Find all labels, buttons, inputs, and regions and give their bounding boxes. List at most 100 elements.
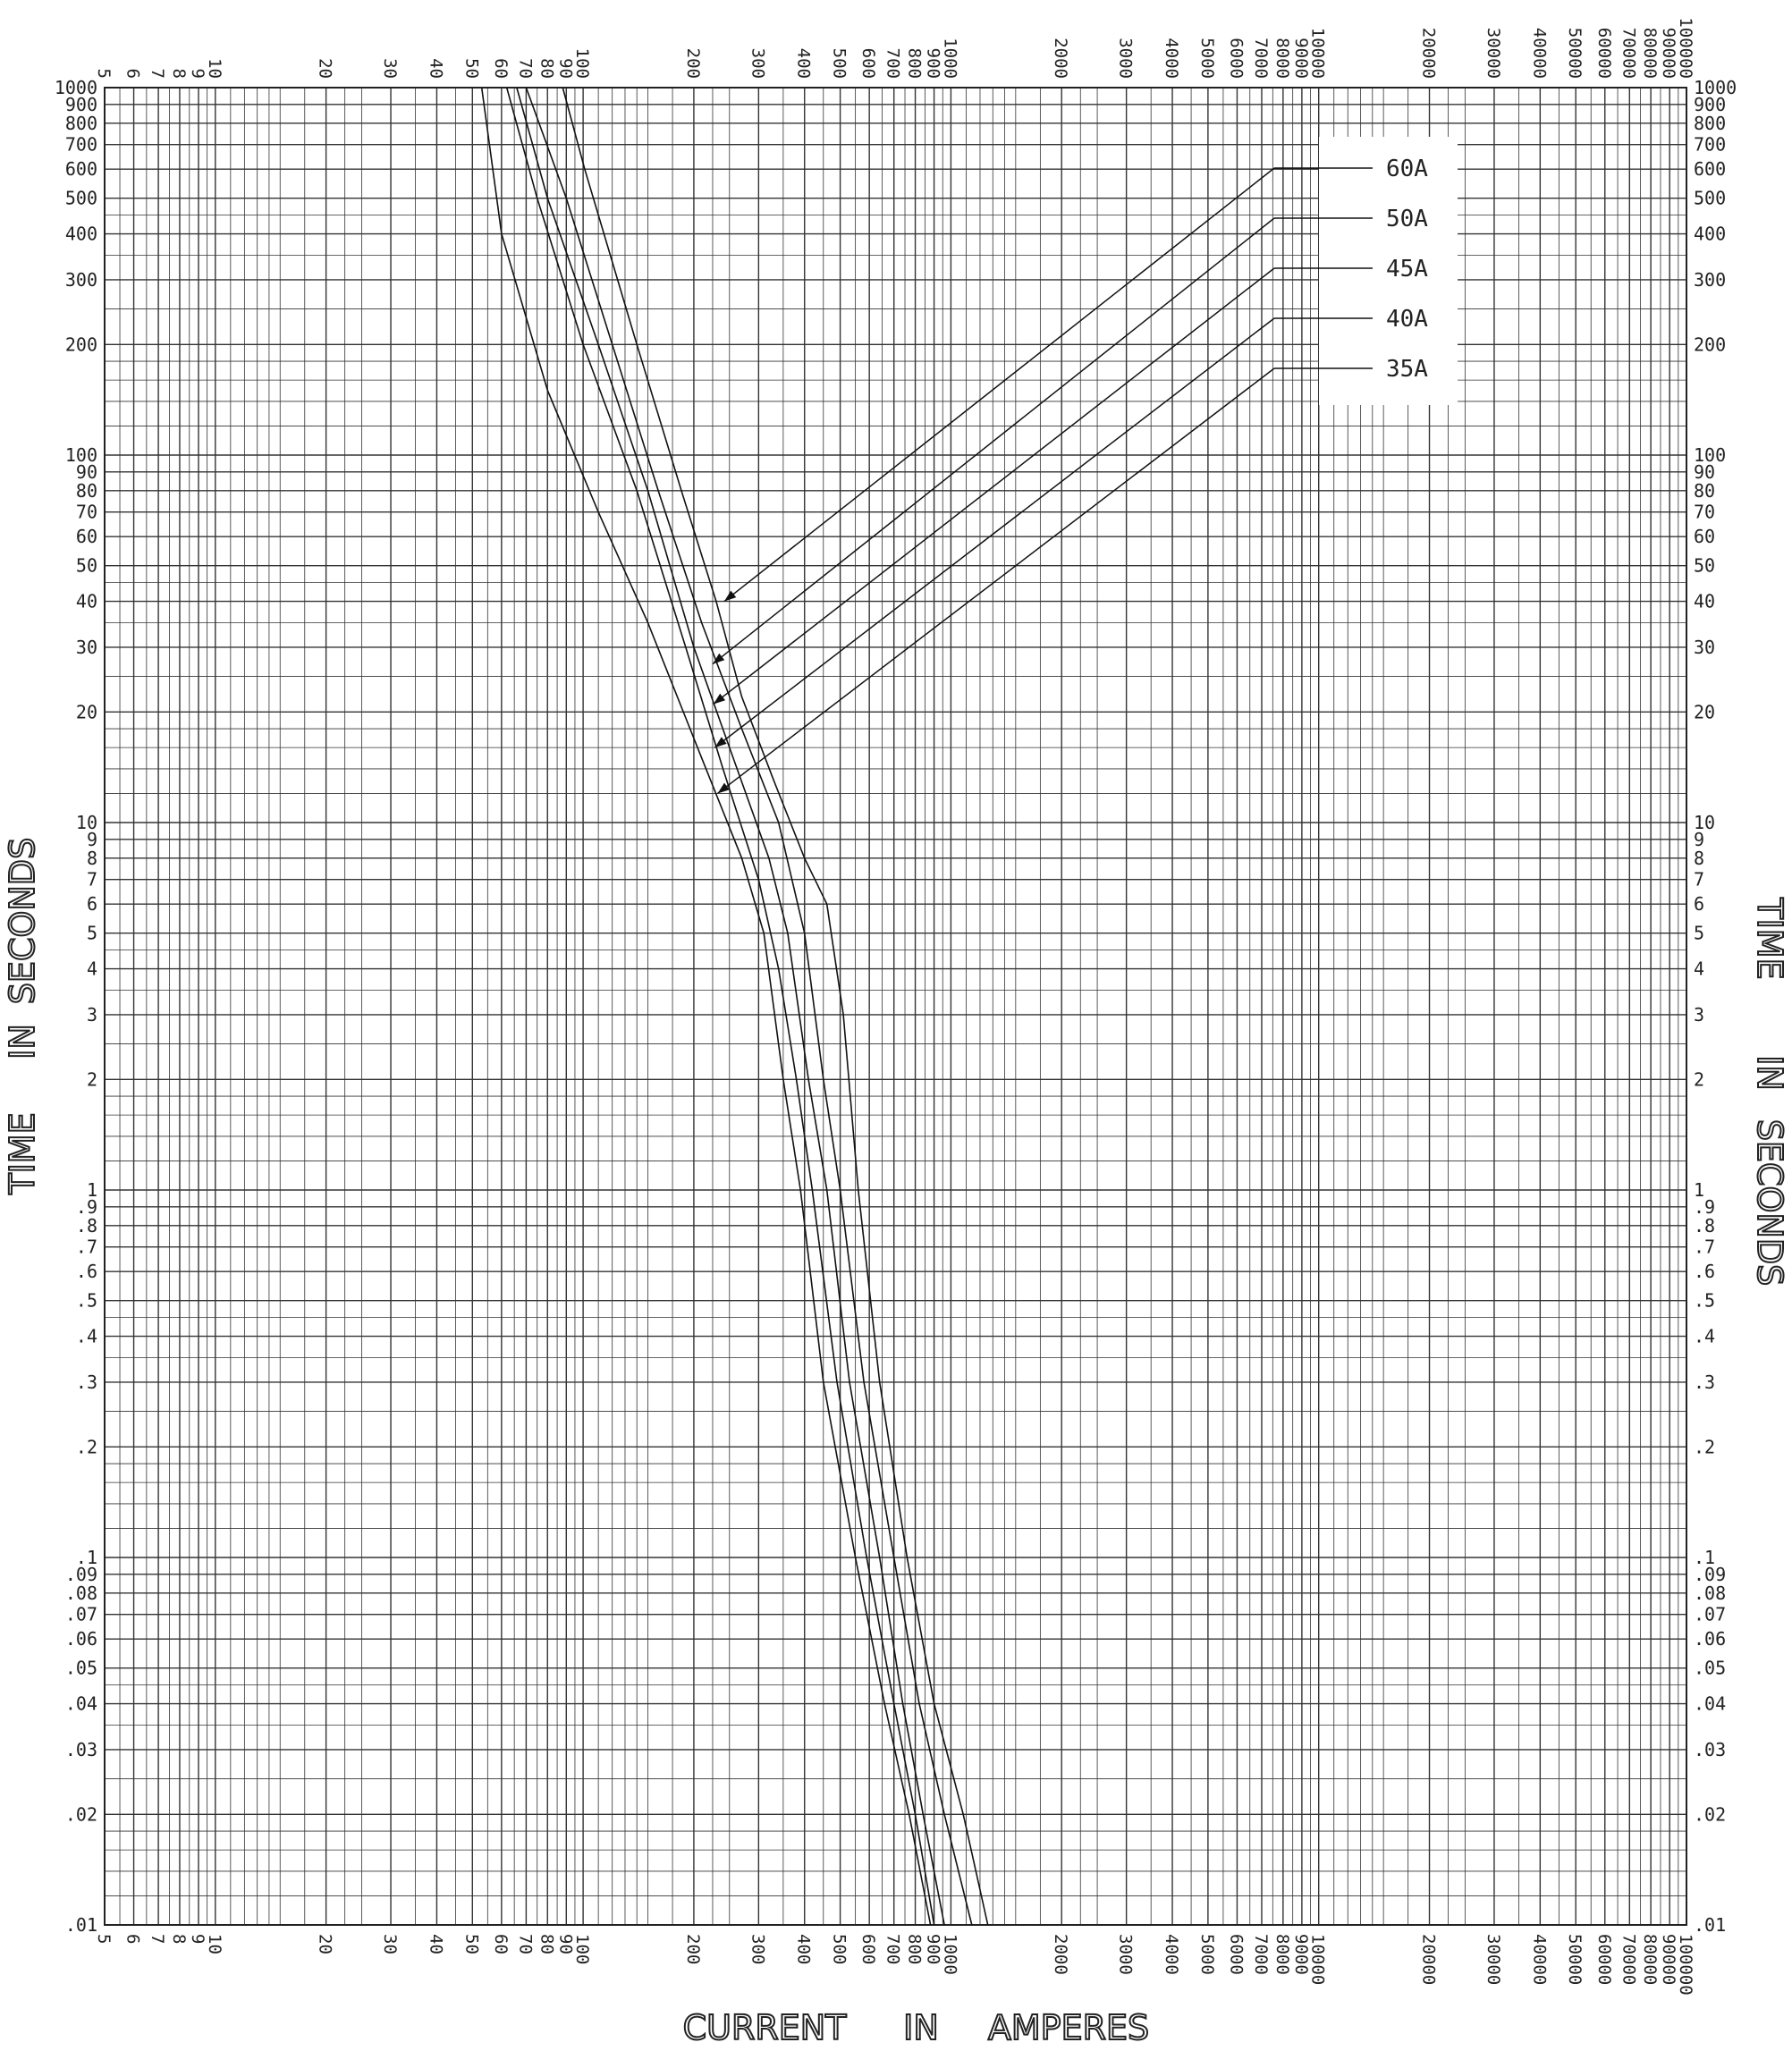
- y-tick-label-right: .09: [1694, 1564, 1726, 1585]
- x-tick-label-top: 9000: [1291, 38, 1311, 79]
- y-axis-title-left-word: IN: [3, 1024, 42, 1059]
- y-tick-label-right: .7: [1694, 1237, 1715, 1258]
- x-tick-label-bottom: 300: [748, 1934, 767, 1964]
- x-tick-label-top: 80000: [1640, 28, 1660, 79]
- y-tick-label-left: .09: [65, 1564, 97, 1585]
- plot-frame: [104, 87, 1687, 1926]
- y-tick-label-left: 1000: [55, 77, 97, 98]
- x-tick-label-bottom: 2000: [1051, 1934, 1070, 1975]
- y-tick-label-right: .02: [1694, 1803, 1726, 1825]
- callout-arrowhead: [712, 653, 725, 664]
- curve-40a: [505, 87, 935, 1926]
- x-tick-label-bottom: 80: [537, 1934, 556, 1954]
- x-tick-label-top: 500: [830, 48, 850, 79]
- y-tick-label-left: 100: [65, 444, 97, 466]
- y-tick-label-right: 400: [1694, 224, 1726, 245]
- y-tick-label-right: 1: [1694, 1179, 1704, 1201]
- y-tick-label-left: .4: [76, 1326, 97, 1347]
- y-tick-label-right: 9: [1694, 829, 1704, 850]
- x-tick-label-bottom: 30000: [1483, 1934, 1503, 1985]
- y-tick-label-left: 2: [87, 1068, 97, 1090]
- y-tick-label-right: 700: [1694, 134, 1726, 156]
- y-tick-label-left: .3: [76, 1372, 97, 1393]
- y-tick-label-right: 7: [1694, 869, 1704, 890]
- x-tick-label-top: 90000: [1659, 28, 1678, 79]
- y-tick-label-right: 300: [1694, 269, 1726, 291]
- x-tick-label-top: 20: [316, 58, 335, 79]
- x-tick-label-bottom: 400: [794, 1934, 814, 1964]
- x-tick-label-top: 40000: [1529, 28, 1549, 79]
- y-tick-label-left: 600: [65, 158, 97, 180]
- callout-arrowhead: [714, 737, 727, 748]
- x-tick-label-top: 4000: [1162, 38, 1181, 79]
- x-tick-label-bottom: 5: [94, 1934, 114, 1944]
- y-tick-label-right: .04: [1694, 1693, 1726, 1715]
- y-tick-label-left: .02: [65, 1803, 97, 1825]
- y-tick-label-left: 400: [65, 224, 97, 245]
- y-tick-label-right: 600: [1694, 158, 1726, 180]
- x-tick-label-bottom: 30: [380, 1934, 400, 1954]
- x-tick-label-top: 600: [858, 48, 878, 79]
- x-tick-label-top: 100000: [1676, 17, 1695, 79]
- callout-leader: [712, 217, 1275, 665]
- x-tick-label-bottom: 60000: [1594, 1934, 1614, 1985]
- y-tick-label-right: .8: [1694, 1215, 1715, 1237]
- y-tick-label-left: .03: [65, 1739, 97, 1760]
- x-tick-label-bottom: 4000: [1162, 1934, 1181, 1975]
- x-tick-label-bottom: 70000: [1619, 1934, 1638, 1985]
- y-tick-label-right: .1: [1694, 1547, 1715, 1568]
- y-tick-label-right: 3: [1694, 1004, 1704, 1026]
- x-tick-label-top: 300: [748, 48, 767, 79]
- y-tick-label-right: .5: [1694, 1290, 1715, 1312]
- x-tick-label-bottom: 7: [148, 1934, 167, 1944]
- callout-leader: [713, 267, 1275, 705]
- y-tick-label-left: .05: [65, 1658, 97, 1679]
- x-tick-label-top: 9: [188, 69, 207, 79]
- x-tick-label-bottom: 70: [515, 1934, 535, 1954]
- y-tick-label-right: 500: [1694, 188, 1726, 209]
- y-tick-label-left: 6: [87, 893, 97, 915]
- x-tick-label-bottom: 60: [491, 1934, 511, 1954]
- legend-label-50a: 50A: [1386, 206, 1428, 232]
- x-tick-label-top: 70: [515, 58, 535, 79]
- curve-35a: [480, 87, 932, 1926]
- y-tick-label-left: 9: [87, 829, 97, 850]
- y-tick-label-right: 40: [1694, 591, 1715, 612]
- curve-60a: [562, 87, 989, 1926]
- x-tick-label-top: 70000: [1619, 28, 1638, 79]
- x-tick-label-top: 200: [683, 48, 703, 79]
- legend-label-45a: 45A: [1386, 256, 1428, 283]
- y-tick-label-right: 70: [1694, 502, 1715, 523]
- legend: 60A 50A 45A 40A 35A: [1319, 137, 1458, 405]
- x-tick-label-top: 8: [169, 69, 189, 79]
- y-tick-label-left: 5: [87, 923, 97, 944]
- x-tick-label-top: 40: [426, 58, 445, 79]
- y-tick-label-right: .3: [1694, 1372, 1715, 1393]
- y-axis-title-right-word: SECONDS: [1750, 1119, 1789, 1286]
- x-tick-label-bottom: 80000: [1640, 1934, 1660, 1985]
- y-tick-label-right: 2: [1694, 1068, 1704, 1090]
- x-tick-label-top: 900: [924, 48, 943, 79]
- y-tick-label-right: .05: [1694, 1658, 1726, 1679]
- x-tick-label-top: 60000: [1594, 28, 1614, 79]
- x-tick-label-top: 10000: [1308, 28, 1328, 79]
- x-tick-label-bottom: 20: [316, 1934, 335, 1954]
- y-tick-label-left: .6: [76, 1261, 97, 1282]
- x-tick-label-top: 800: [905, 48, 925, 79]
- x-tick-label-bottom: 800: [905, 1934, 925, 1964]
- x-tick-label-bottom: 10000: [1308, 1934, 1328, 1985]
- x-axis-title-word: AMPERES: [988, 2008, 1149, 2047]
- x-tick-label-bottom: 3000: [1116, 1934, 1136, 1975]
- x-tick-label-bottom: 8000: [1272, 1934, 1292, 1975]
- x-tick-label-bottom: 40000: [1529, 1934, 1549, 1985]
- callout-arrowhead: [723, 590, 737, 602]
- y-tick-label-left: .9: [76, 1196, 97, 1218]
- y-tick-label-right: .4: [1694, 1326, 1715, 1347]
- legend-label-35a: 35A: [1386, 356, 1428, 383]
- y-tick-label-left: 20: [76, 701, 97, 722]
- y-tick-label-left: 10: [76, 812, 97, 833]
- y-tick-label-left: 900: [65, 94, 97, 115]
